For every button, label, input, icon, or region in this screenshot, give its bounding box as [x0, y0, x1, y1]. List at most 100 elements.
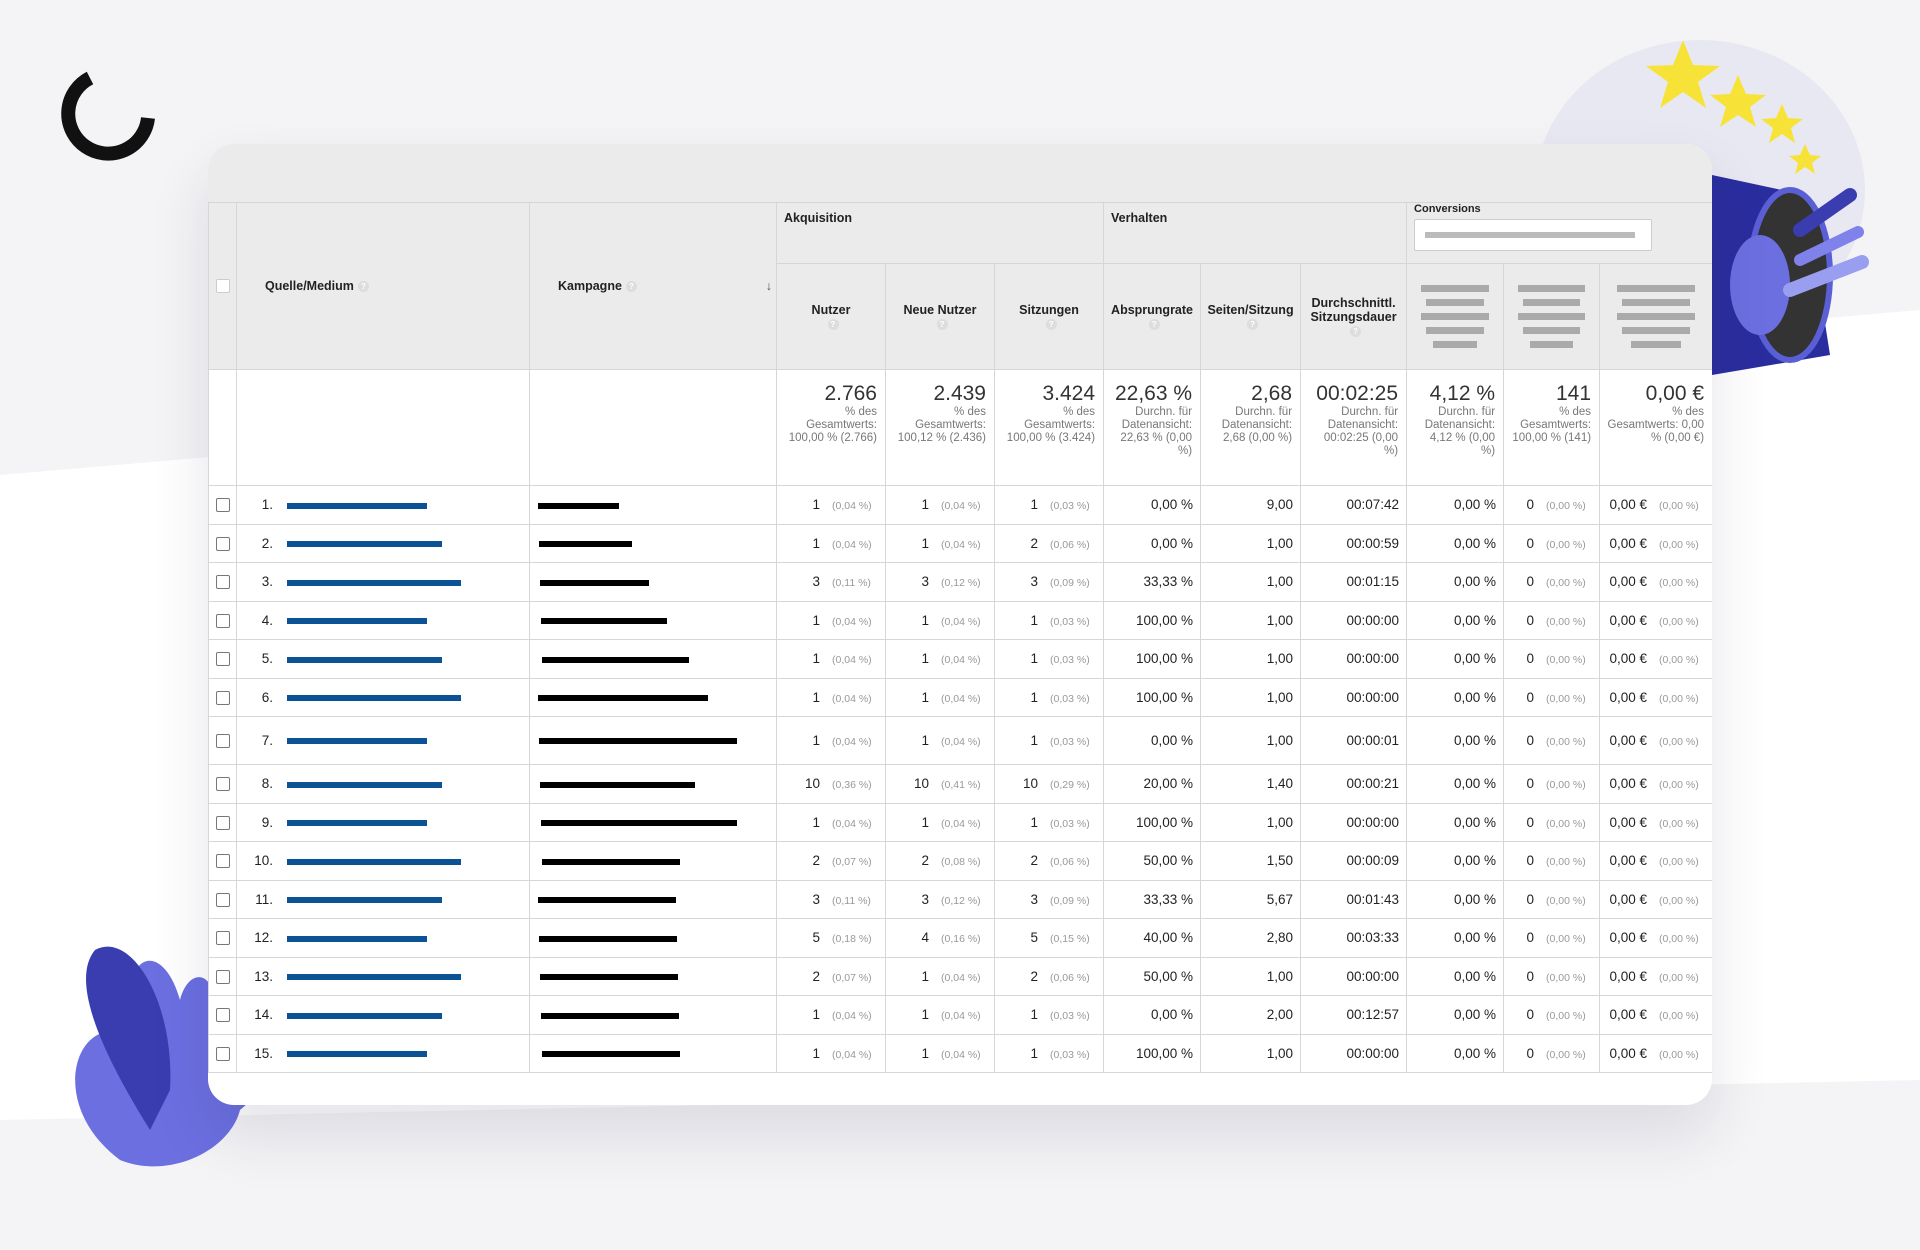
metric-cell: 1 (0,03 %)	[993, 995, 1105, 1035]
help-icon[interactable]: ?	[357, 281, 369, 293]
metric-percent: (0,00 %)	[1659, 971, 1699, 984]
row-checkbox[interactable]	[215, 969, 230, 984]
metric-percent: (0,03 %)	[1050, 1048, 1090, 1061]
metric-cell: 10 (0,36 %)	[776, 764, 886, 804]
metric-value: 0	[1526, 535, 1535, 551]
metric-value: 0	[1526, 853, 1535, 869]
metric-value: 1	[812, 733, 820, 748]
row-checkbox[interactable]	[215, 892, 230, 907]
metric-label: Sitzungen	[1019, 302, 1079, 317]
metric-cell: 0 (0,00 %)	[1503, 1033, 1601, 1073]
help-icon[interactable]: ?	[1148, 318, 1160, 330]
row-checkbox[interactable]	[215, 690, 230, 705]
metric-cell: 1,00	[1200, 1033, 1302, 1073]
metric-value: 0	[1526, 776, 1535, 792]
checkbox-cell	[208, 1033, 237, 1073]
metric-value: 1,00	[1266, 689, 1294, 705]
metric-value: 100,00 %	[1135, 1045, 1194, 1061]
metric-cell: 00:07:42	[1300, 485, 1408, 525]
total-note: Durchn. für Datenansicht: 22,63 % (0,00 …	[1120, 406, 1193, 457]
metric-value: 0	[1526, 574, 1535, 590]
metric-header[interactable]: Nutzer?	[776, 263, 886, 370]
dimension-header[interactable]: Kampagne? ↓	[529, 202, 777, 370]
metric-header[interactable]: Durchschnittl. Sitzungsdauer?	[1300, 263, 1408, 370]
metric-value: 1	[921, 1045, 929, 1061]
metric-cell: 0,00 %	[1406, 879, 1505, 919]
conversion-dropdown[interactable]	[1414, 219, 1653, 251]
row-checkbox[interactable]	[215, 854, 230, 869]
metric-placeholder	[1599, 263, 1712, 370]
metric-cell: 5 (0,18 %)	[776, 918, 886, 958]
metric-percent: (0,16 %)	[941, 933, 981, 946]
metric-cell: 0,00 %	[1406, 562, 1505, 602]
redacted-label	[1523, 327, 1581, 334]
sort-arrow[interactable]: ↓	[765, 279, 772, 293]
campaign-cell	[529, 995, 777, 1035]
metric-header[interactable]: Neue Nutzer?	[885, 263, 995, 370]
redacted-label	[1518, 313, 1585, 320]
dimension-label: Kampagne	[558, 279, 622, 293]
metric-percent: (0,00 %)	[1659, 779, 1699, 792]
checkbox-cell	[208, 802, 237, 842]
data-row: 11. 3 (0,11 %) 3 (0,12 %) 3 (0,09 %) 33,33 % 5,6…	[208, 879, 1712, 919]
help-icon[interactable]: ?	[1045, 318, 1057, 330]
redacted-label	[1530, 341, 1573, 348]
help-icon[interactable]: ?	[625, 281, 637, 293]
select-all-checkbox[interactable]	[215, 279, 230, 294]
metric-cell: 1,00	[1200, 523, 1302, 563]
metric-header[interactable]: Seiten/Sitzung?	[1200, 263, 1302, 370]
checkbox-cell	[208, 841, 237, 881]
dimension-header[interactable]: Quelle/Medium?	[236, 202, 530, 370]
metric-value: 3	[1030, 891, 1039, 907]
row-checkbox[interactable]	[215, 575, 230, 590]
row-checkbox[interactable]	[215, 536, 230, 551]
total-cell: 141% des Gesamtwerts: 100,00 % (141)	[1503, 369, 1601, 486]
row-checkbox[interactable]	[215, 1046, 230, 1061]
redacted-label	[1630, 341, 1682, 348]
metric-cell: 2 (0,08 %)	[885, 841, 995, 881]
metric-header[interactable]: Sitzungen?	[993, 263, 1105, 370]
help-icon[interactable]: ?	[1247, 318, 1259, 330]
metric-cell: 2,00	[1200, 995, 1302, 1035]
row-checkbox[interactable]	[215, 734, 230, 749]
metric-cell: 1 (0,04 %)	[776, 1033, 886, 1073]
total-cell: 00:02:25 Durchn. für Datenansicht: 00:02:…	[1300, 369, 1408, 486]
row-checkbox[interactable]	[215, 777, 230, 792]
metric-cell: 1 (0,04 %)	[776, 485, 886, 525]
campaign-cell	[529, 841, 777, 881]
metric-cell: 3 (0,11 %)	[776, 879, 886, 919]
total-cell: 2.766% des Gesamtwerts: 100,00 % (2.766)	[776, 369, 886, 486]
total-value: 3.424	[1042, 382, 1096, 405]
metric-percent: (0,00 %)	[1659, 856, 1699, 869]
redacted-source	[287, 974, 461, 981]
help-icon[interactable]: ?	[827, 318, 839, 330]
metric-percent: (0,15 %)	[1050, 933, 1090, 946]
empty-cell	[236, 369, 530, 486]
metric-cell: 9,00	[1200, 485, 1302, 525]
group-header: Akquisition	[775, 202, 1105, 264]
row-checkbox[interactable]	[215, 652, 230, 667]
metric-percent: (0,00 %)	[1546, 654, 1586, 667]
data-row: 13. 2 (0,07 %) 1 (0,04 %) 2 (0,06 %) 50,00 % 1,0…	[208, 956, 1712, 996]
row-index: 8.	[261, 776, 273, 792]
metric-percent: (0,00 %)	[1659, 817, 1699, 830]
row-checkbox[interactable]	[215, 613, 230, 628]
metric-percent: (0,06 %)	[1050, 971, 1090, 984]
row-checkbox[interactable]	[215, 498, 230, 513]
redacted-campaign	[539, 935, 677, 942]
metric-value: 3	[921, 891, 929, 907]
total-value: 0,00 €	[1645, 382, 1705, 405]
metric-cell: 0,00 %	[1103, 523, 1202, 563]
total-cell: 2,68 Durchn. für Datenansicht: 2,68 (0,00…	[1200, 369, 1302, 486]
metric-header[interactable]: Absprungrate?	[1103, 263, 1202, 370]
metric-value: 2	[1030, 853, 1039, 869]
metric-cell: 2,80	[1200, 918, 1302, 958]
campaign-cell	[529, 879, 777, 919]
metric-cell: 0 (0,00 %)	[1503, 716, 1601, 765]
row-checkbox[interactable]	[215, 1008, 230, 1023]
row-checkbox[interactable]	[215, 931, 230, 946]
metric-value: 0	[1526, 733, 1535, 748]
help-icon[interactable]: ?	[936, 318, 948, 330]
help-icon[interactable]: ?	[1350, 325, 1362, 337]
row-checkbox[interactable]	[215, 815, 230, 830]
